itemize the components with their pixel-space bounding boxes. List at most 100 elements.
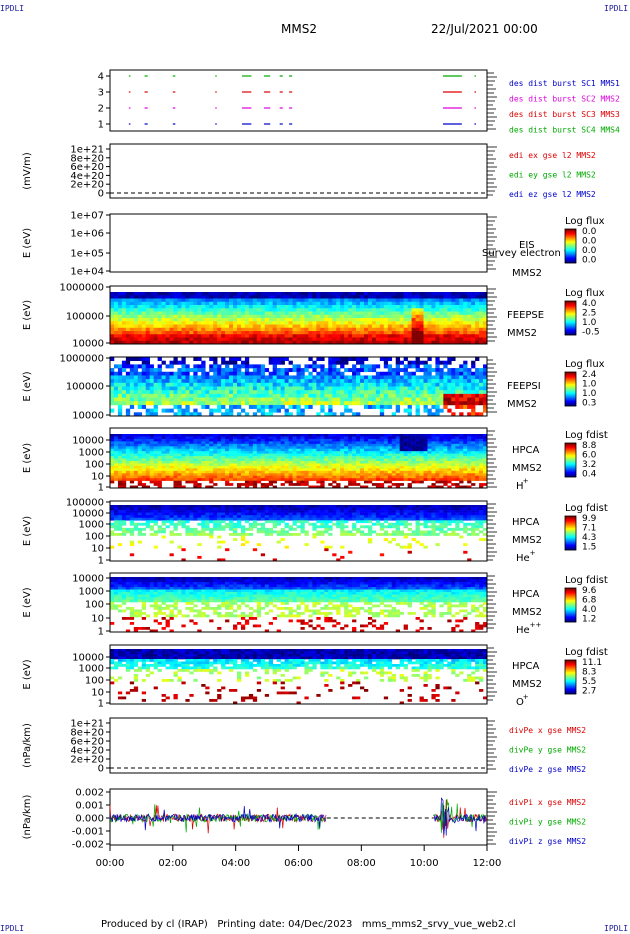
panel-frame-6 — [109, 500, 488, 562]
hpca-he-colorbar-swatch — [565, 536, 576, 538]
hpca-he-colorbar-tick: 9.9 — [582, 514, 597, 524]
divpe-tick-label: 0 — [98, 764, 104, 775]
hpca-hepp-colorbar-swatch — [565, 609, 576, 611]
hpca-he-colorbar-swatch — [565, 520, 576, 522]
hpca-hepp-colorbar-swatch — [565, 598, 576, 600]
hpca-o-charge-label: + — [523, 693, 529, 701]
divpe-legend-2: divPe y gse MMS2 — [509, 746, 586, 755]
feepsi-colorbar-tick: 1.0 — [582, 389, 597, 399]
feepsi-colorbar-swatch — [565, 385, 576, 387]
feepse-colorbar-swatch — [565, 331, 576, 333]
feepsi-colorbar-swatch — [565, 399, 576, 401]
divpe-ylabel: (nPa/km) — [22, 723, 33, 768]
hpca-he-colorbar-swatch — [565, 538, 576, 540]
footer-credit: Produced by cl (IRAP) Printing date: 04/… — [101, 919, 516, 930]
feepse-colorbar-swatch — [565, 315, 576, 317]
hpca-h-colorbar-swatch — [565, 460, 576, 462]
feepsi-tick-label: 10000 — [72, 411, 104, 422]
eis-colorbar-swatch — [565, 251, 576, 253]
feepse-colorbar-swatch — [565, 332, 576, 334]
date-title: 22/Jul/2021 00:00 — [431, 22, 538, 36]
time-axis-label: 02:00 — [158, 858, 187, 869]
hpca-he-colorbar-swatch — [565, 537, 576, 539]
hpca-o-colorbar-swatch — [565, 682, 576, 684]
hpca-o-tick-label: 1000 — [79, 664, 104, 675]
feepse-tick-label: 1000000 — [59, 283, 104, 294]
eis-colorbar-swatch — [565, 261, 576, 263]
hpca-o-colorbar-swatch — [565, 681, 576, 683]
eis-colorbar-frame — [564, 228, 577, 264]
feepsi-colorbar-swatch — [565, 396, 576, 398]
hpca-o-colorbar-swatch — [565, 692, 576, 694]
divpi-series-z — [109, 797, 487, 836]
feepsi-colorbar-swatch — [565, 389, 576, 391]
edi-tick-label: 1e+21 — [70, 145, 104, 156]
hpca-h-colorbar-swatch — [565, 461, 576, 463]
hpca-h-colorbar-swatch — [565, 443, 576, 445]
hpca-he-colorbar-swatch — [565, 544, 576, 546]
hpca-he-colorbar-swatch — [565, 526, 576, 528]
hpca-hepp-tick-label: 10000 — [72, 574, 104, 585]
burst-tick-label: 4 — [98, 72, 104, 83]
panel-side-ticks-8 — [487, 647, 497, 701]
feepse-colorbar-tick: 4.0 — [582, 299, 597, 309]
feepse-colorbar-swatch — [565, 326, 576, 328]
feepsi-colorbar-swatch — [565, 386, 576, 388]
eis-sc-label: MMS2 — [512, 268, 542, 279]
time-axis-label: 12:00 — [473, 858, 502, 869]
feepsi-tick-label: 100000 — [66, 382, 104, 393]
eis-colorbar-swatch — [565, 253, 576, 255]
hpca-o-colorbar-swatch — [565, 669, 576, 671]
hpca-hepp-colorbar-swatch — [565, 613, 576, 615]
hpca-he-colorbar-swatch — [565, 534, 576, 536]
feepsi-colorbar-swatch — [565, 391, 576, 393]
hpca-h-tick-label: 1000 — [79, 448, 104, 459]
feepsi-colorbar-swatch — [565, 382, 576, 384]
panel-side-ticks-7 — [487, 575, 497, 629]
hpca-o-colorbar-tick: 8.3 — [582, 668, 596, 678]
hpca-hepp-colorbar-swatch — [565, 618, 576, 620]
edi-tick-label: 4e+20 — [70, 171, 104, 182]
edi-ylabel: (mV/m) — [22, 152, 33, 190]
feepsi-colorbar-swatch — [565, 394, 576, 396]
burst-legend-1: des dist burst SC1 MMS1 — [509, 79, 620, 88]
hpca-o-colorbar-swatch — [565, 686, 576, 688]
burst-legend-3: des dist burst SC3 MMS3 — [509, 110, 620, 119]
panel-side-ticks-5 — [487, 430, 497, 488]
divpi-tick-label: -0.002 — [72, 840, 104, 851]
panel-frame-2 — [109, 213, 488, 273]
hpca-he-colorbar-swatch — [565, 533, 576, 535]
feepse-colorbar-swatch — [565, 316, 576, 318]
feepse-colorbar-frame — [564, 300, 577, 336]
hpca-he-colorbar-swatch — [565, 549, 576, 551]
hpca-hepp-colorbar-swatch — [565, 589, 576, 591]
divpe-tick-label: 1e+21 — [70, 719, 104, 730]
hpca-o-colorbar-swatch — [565, 675, 576, 677]
hpca-he-colorbar-swatch — [565, 525, 576, 527]
hpca-o-colorbar-swatch — [565, 663, 576, 665]
eis-colorbar-tick: 0.0 — [582, 246, 597, 256]
eis-colorbar-tick: 0.0 — [582, 227, 597, 237]
hpca-he-species-label: He — [516, 553, 530, 564]
panel-frame-5 — [109, 427, 488, 489]
hpca-o-colorbar-swatch — [565, 673, 576, 675]
hpca-h-sc-label: MMS2 — [512, 463, 542, 474]
hpca-hepp-colorbar-swatch — [565, 593, 576, 595]
burst-tick-label: 1 — [98, 120, 104, 131]
feepsi-colorbar-swatch — [565, 375, 576, 377]
hpca-h-colorbar-swatch — [565, 467, 576, 469]
hpca-h-colorbar-swatch — [565, 471, 576, 473]
feepse-ylabel: E (eV) — [22, 300, 33, 330]
divpe-legend-1: divPe x gse MMS2 — [509, 726, 586, 735]
feepsi-colorbar-swatch — [565, 404, 576, 406]
eis-colorbar-swatch — [565, 250, 576, 252]
hpca-hepp-tick-label: 100 — [85, 600, 104, 611]
hpca-hepp-colorbar-swatch — [565, 597, 576, 599]
divpe-tick-label: 4e+20 — [70, 746, 104, 757]
feepsi-instrument-label: FEEPSI — [507, 381, 541, 392]
hpca-he-colorbar-title: Log fdist — [565, 503, 608, 514]
feepse-colorbar-swatch — [565, 309, 576, 311]
hpca-h-colorbar-swatch — [565, 446, 576, 448]
eis-colorbar-swatch — [565, 240, 576, 242]
